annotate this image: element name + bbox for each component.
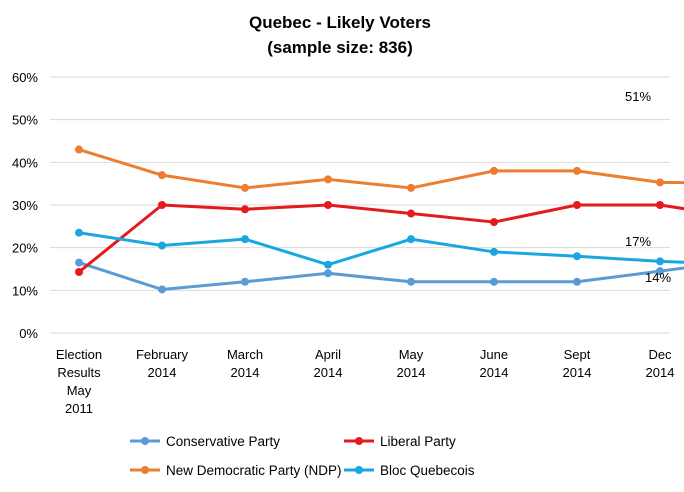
legend-label: Bloc Quebecois xyxy=(380,463,475,478)
y-tick-label: 20% xyxy=(12,241,38,256)
y-tick-label: 10% xyxy=(12,283,38,298)
data-point xyxy=(241,183,249,192)
series-bloc-quebecois xyxy=(75,228,684,269)
data-point xyxy=(241,277,249,286)
legend-item: Conservative Party xyxy=(130,434,280,449)
data-point xyxy=(75,228,83,237)
data-point xyxy=(407,235,415,244)
data-point xyxy=(241,205,249,214)
y-tick-label: 60% xyxy=(12,70,38,85)
legend-label: New Democratic Party (NDP) xyxy=(166,463,342,478)
data-point xyxy=(75,267,83,276)
data-point xyxy=(573,252,581,261)
series-line xyxy=(78,203,684,274)
annotation-ndp-last: 51% xyxy=(625,89,651,104)
annotation-bloc-last: 17% xyxy=(625,234,651,249)
data-point xyxy=(158,285,166,294)
annotation-conservative-last: 14% xyxy=(645,270,671,285)
data-point xyxy=(324,269,332,278)
legend-label: Liberal Party xyxy=(380,434,456,449)
legend-marker xyxy=(355,466,363,474)
chart-title: Quebec - Likely Voters xyxy=(249,13,431,32)
series-line xyxy=(78,261,684,291)
data-point xyxy=(75,258,83,267)
series-conservative-party xyxy=(75,258,684,294)
x-tick-label: May 2014 xyxy=(397,347,426,380)
data-point xyxy=(158,201,166,209)
series-line xyxy=(78,148,684,190)
series-liberal-party xyxy=(75,201,684,276)
series-new-democratic-party-ndp xyxy=(75,145,684,192)
y-tick-label: 50% xyxy=(12,113,38,128)
gridlines xyxy=(50,76,670,334)
data-point xyxy=(573,201,581,209)
legend-marker xyxy=(141,466,149,474)
y-tick-label: 40% xyxy=(12,155,38,170)
data-point xyxy=(573,166,581,175)
x-tick-label: February 2014 xyxy=(136,347,189,380)
legend-label: Conservative Party xyxy=(166,434,280,449)
data-point xyxy=(324,260,332,269)
y-axis: 0% 10% 20% 30% 40% 50% 60% xyxy=(12,70,38,341)
x-tick-label: Election Results May 2011 xyxy=(56,347,102,416)
annotations: 51% 17% 14% xyxy=(625,89,671,285)
data-point xyxy=(656,267,664,276)
x-tick-label: June 2014 xyxy=(480,347,509,380)
data-point xyxy=(241,235,249,244)
data-point xyxy=(490,166,498,175)
chart-subtitle: (sample size: 836) xyxy=(267,38,413,57)
data-point xyxy=(324,175,332,184)
data-point xyxy=(573,277,581,286)
x-tick-label: Sept 2014 xyxy=(563,347,592,380)
data-point xyxy=(656,178,664,187)
x-axis: Election Results May 2011 February 2014 March 2… xyxy=(56,347,675,416)
data-point xyxy=(407,277,415,286)
x-tick-label: March 2014 xyxy=(227,347,263,380)
y-tick-label: 0% xyxy=(19,326,38,341)
data-point xyxy=(490,277,498,286)
legend-item: New Democratic Party (NDP) xyxy=(130,463,342,478)
data-point xyxy=(656,257,664,266)
data-point xyxy=(407,183,415,192)
legend-item: Liberal Party xyxy=(344,434,456,449)
legend-marker xyxy=(355,437,363,445)
plot-area xyxy=(75,145,684,294)
data-point xyxy=(324,201,332,209)
legend-marker xyxy=(141,437,149,445)
y-tick-label: 30% xyxy=(12,198,38,213)
legend: Conservative Party Liberal Party New Democ… xyxy=(130,434,475,478)
series-line xyxy=(78,231,684,267)
data-point xyxy=(158,171,166,180)
data-point xyxy=(407,209,415,218)
data-point xyxy=(158,241,166,250)
data-point xyxy=(490,247,498,256)
data-point xyxy=(490,218,498,227)
x-tick-label: Dec 2014 xyxy=(646,347,675,380)
legend-item: Bloc Quebecois xyxy=(344,463,475,478)
data-point xyxy=(75,145,83,154)
data-point xyxy=(656,201,664,209)
x-tick-label: April 2014 xyxy=(314,347,343,380)
